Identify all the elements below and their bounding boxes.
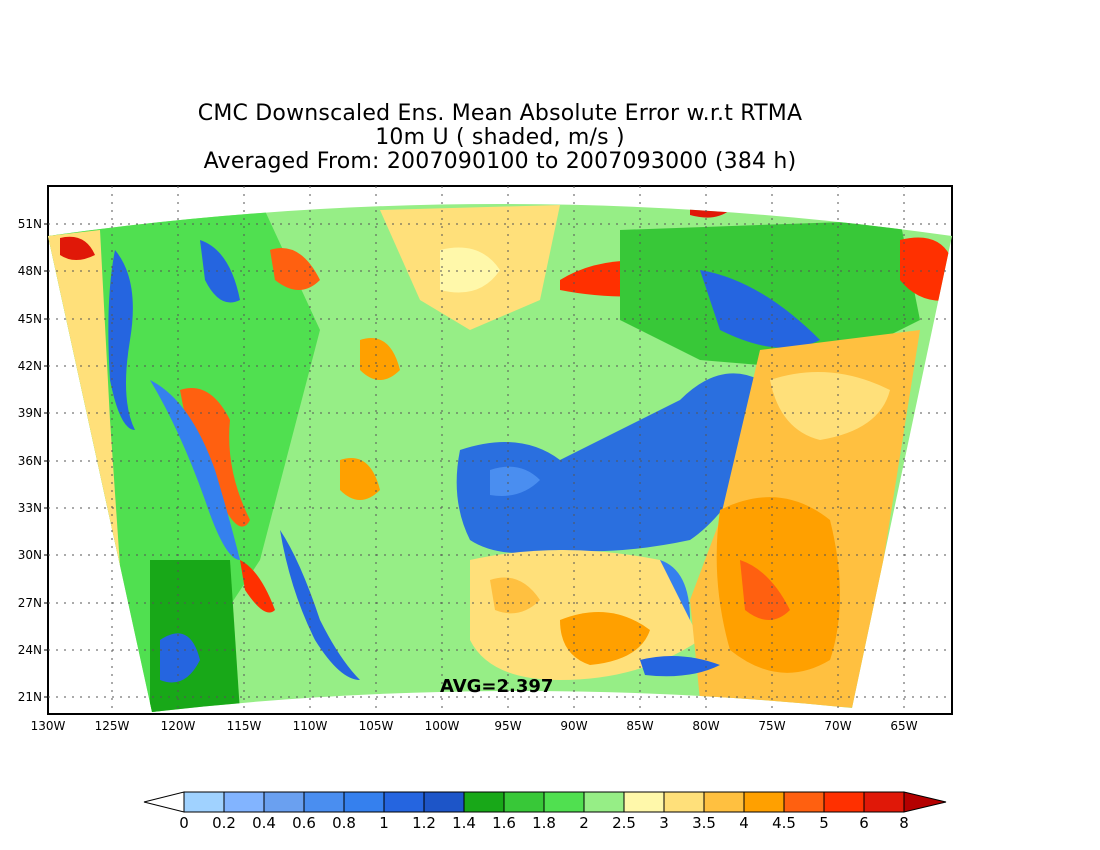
lon-label: 125W: [94, 719, 130, 733]
colorbar-box: [303, 791, 345, 813]
colorbar-label: 1: [379, 814, 389, 832]
colorbar-high-arrow: [903, 791, 947, 813]
lat-label: 30N: [17, 548, 42, 562]
lat-label: 27N: [17, 596, 42, 610]
lon-label: 80W: [692, 719, 720, 733]
lon-label: 95W: [494, 719, 522, 733]
colorbar-label: 0.2: [212, 814, 236, 832]
colorbar-box: [863, 791, 905, 813]
lon-label: 105W: [358, 719, 394, 733]
lon-label: 120W: [160, 719, 196, 733]
colorbar-box: [383, 791, 425, 813]
colorbar: [143, 791, 947, 813]
colorbar-label: 1.8: [532, 814, 556, 832]
colorbar-box: [423, 791, 465, 813]
colorbar-box: [343, 791, 385, 813]
colorbar-box: [703, 791, 745, 813]
lon-label: 70W: [824, 719, 852, 733]
lat-label: 51N: [17, 217, 42, 231]
colorbar-label: 5: [819, 814, 829, 832]
lon-label: 75W: [758, 719, 786, 733]
colorbar-low-arrow: [143, 791, 185, 813]
colorbar-label: 0.6: [292, 814, 316, 832]
colorbar-label: 2: [579, 814, 589, 832]
lat-label: 36N: [17, 454, 42, 468]
colorbar-label: 6: [859, 814, 869, 832]
lon-label: 90W: [560, 719, 588, 733]
colorbar-box: [183, 791, 225, 813]
lon-label: 115W: [226, 719, 262, 733]
colorbar-label: 2.5: [612, 814, 636, 832]
title-line-2: 10m U ( shaded, m/s ): [375, 125, 625, 150]
figure-title: CMC Downscaled Ens. Mean Absolute Error …: [0, 102, 1000, 174]
colorbar-box: [783, 791, 825, 813]
axis-ticks: [44, 223, 48, 698]
lon-label: 130W: [30, 719, 66, 733]
colorbar-box: [583, 791, 625, 813]
colorbar-box: [263, 791, 305, 813]
average-label: AVG=2.397: [440, 676, 554, 697]
lat-label: 21N: [17, 690, 42, 704]
colorbar-label: 4.5: [772, 814, 796, 832]
colorbar-box: [223, 791, 265, 813]
title-line-1: CMC Downscaled Ens. Mean Absolute Error …: [197, 101, 803, 126]
lon-label: 100W: [424, 719, 460, 733]
colorbar-label: 8: [899, 814, 909, 832]
graticule: [48, 186, 952, 714]
colorbar-box: [743, 791, 785, 813]
lat-label: 48N: [17, 264, 42, 278]
colorbar-box: [663, 791, 705, 813]
colorbar-label: 3: [659, 814, 669, 832]
colorbar-label: 1.2: [412, 814, 436, 832]
colorbar-label: 1.4: [452, 814, 476, 832]
colorbar-box: [463, 791, 505, 813]
lat-label: 39N: [17, 406, 42, 420]
title-line-3: Averaged From: 2007090100 to 2007093000 …: [203, 149, 797, 174]
colorbar-label: 4: [739, 814, 749, 832]
lon-label: 110W: [292, 719, 328, 733]
colorbar-box: [503, 791, 545, 813]
lat-label: 42N: [17, 359, 42, 373]
colorbar-label: 0: [179, 814, 189, 832]
lon-label: 85W: [626, 719, 654, 733]
colorbar-label: 1.6: [492, 814, 516, 832]
colorbar-box: [623, 791, 665, 813]
colorbar-box: [543, 791, 585, 813]
colorbar-label: 3.5: [692, 814, 716, 832]
colorbar-label: 0.8: [332, 814, 356, 832]
lat-label: 24N: [17, 643, 42, 657]
colorbar-box: [823, 791, 865, 813]
colorbar-label: 0.4: [252, 814, 276, 832]
lat-label: 33N: [17, 501, 42, 515]
lat-label: 45N: [17, 312, 42, 326]
lon-label: 65W: [890, 719, 918, 733]
error-field: [48, 204, 952, 712]
